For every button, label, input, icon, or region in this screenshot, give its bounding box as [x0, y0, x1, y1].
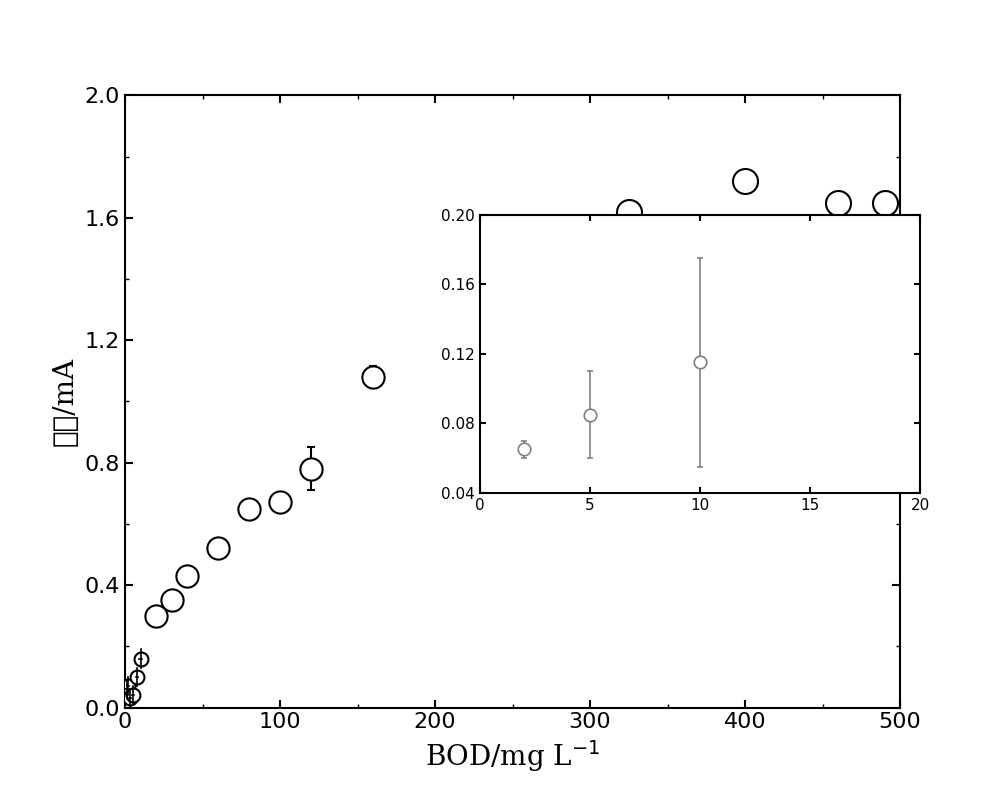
Y-axis label: 电流/mA: 电流/mA: [52, 357, 79, 446]
X-axis label: BOD/mg L$^{-1}$: BOD/mg L$^{-1}$: [425, 738, 600, 774]
